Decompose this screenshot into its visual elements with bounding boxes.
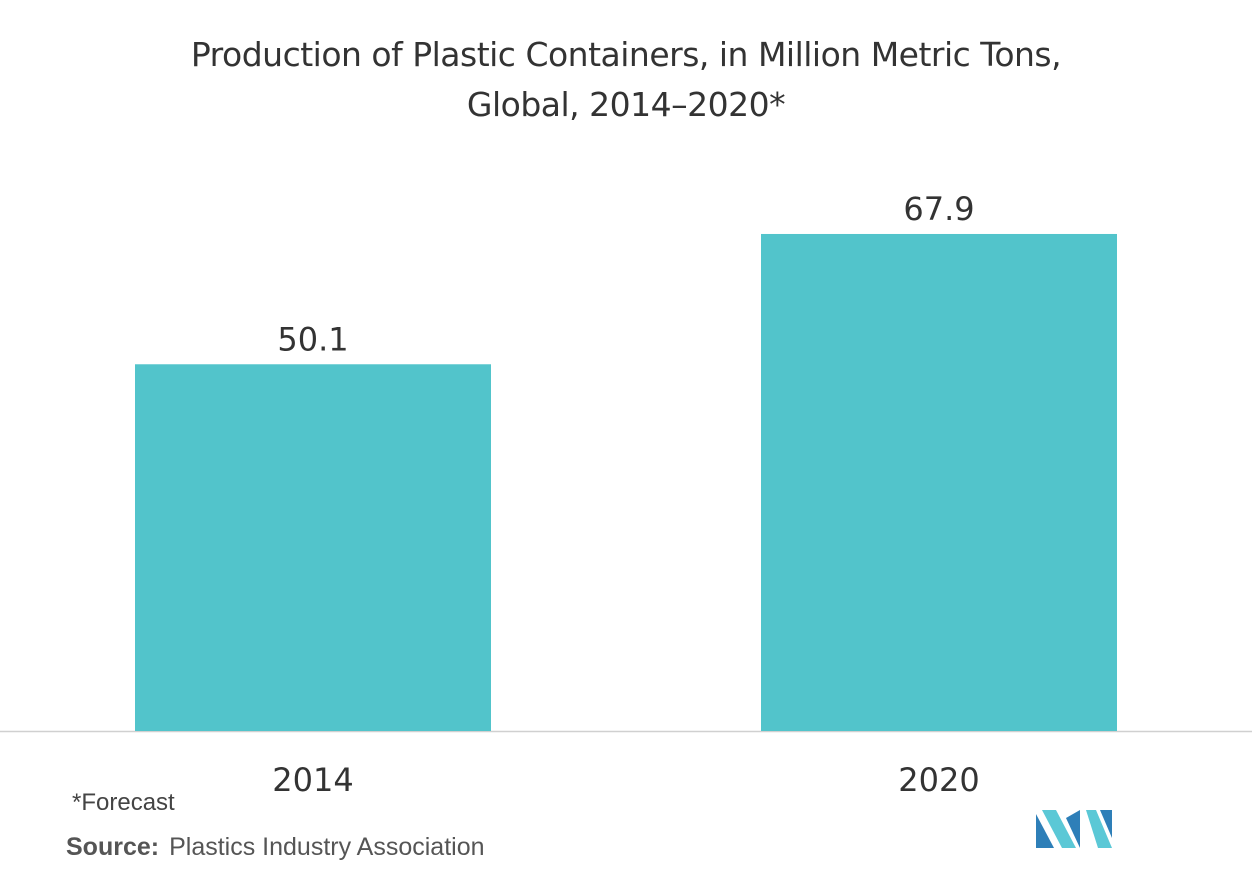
data-label-2020: 67.9 [903, 190, 974, 228]
bar-2014 [135, 364, 491, 731]
chart-title-line-1: Production of Plastic Containers, in Mil… [190, 35, 1062, 74]
chart-title-line-2: Global, 2014–2020* [466, 85, 786, 124]
logo-mid-shape [1042, 810, 1076, 848]
mordor-intelligence-logo-icon [1036, 810, 1112, 848]
x-tick-label-2014: 2014 [272, 761, 353, 799]
logo-mid-dark-shape [1066, 810, 1080, 848]
chart-title: Production of Plastic Containers, in Mil… [0, 30, 1252, 130]
logo-left-shape [1036, 814, 1054, 848]
logo-right-shape [1086, 810, 1112, 848]
forecast-footnote: *Forecast [72, 789, 175, 816]
bar-2020 [761, 233, 1117, 732]
source-note: Source: Plastics Industry Association [66, 833, 485, 862]
data-label-2014: 50.1 [277, 320, 348, 358]
source-label: Source: [66, 833, 160, 861]
x-tick-label-2020: 2020 [898, 761, 979, 799]
source-text: Plastics Industry Association [169, 833, 485, 861]
logo-right-dark-shape [1100, 810, 1112, 838]
